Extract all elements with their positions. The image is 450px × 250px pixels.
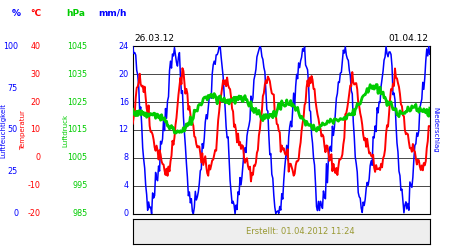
Text: 26.03.12: 26.03.12 <box>134 34 174 43</box>
Text: °C: °C <box>30 9 41 18</box>
Text: 1025: 1025 <box>68 98 88 106</box>
Text: 01.04.12: 01.04.12 <box>388 34 428 43</box>
Text: mm/h: mm/h <box>98 9 126 18</box>
Text: 50: 50 <box>8 126 18 134</box>
Text: %: % <box>11 9 20 18</box>
Text: -10: -10 <box>27 181 40 190</box>
Text: 10: 10 <box>31 126 40 134</box>
Text: Luftfeuchtigkeit: Luftfeuchtigkeit <box>0 102 6 158</box>
Text: 1005: 1005 <box>68 154 88 162</box>
Text: 1035: 1035 <box>68 70 88 79</box>
Text: Niederschlag: Niederschlag <box>432 107 439 153</box>
Text: 4: 4 <box>124 181 129 190</box>
Text: 75: 75 <box>8 84 18 92</box>
Text: 24: 24 <box>118 42 129 51</box>
Text: 20: 20 <box>118 70 129 79</box>
Text: 8: 8 <box>124 154 129 162</box>
Text: 16: 16 <box>119 98 129 106</box>
Text: 30: 30 <box>31 70 40 79</box>
Text: 12: 12 <box>118 126 129 134</box>
Text: Temperatur: Temperatur <box>20 110 27 150</box>
Text: Erstellt: 01.04.2012 11:24: Erstellt: 01.04.2012 11:24 <box>246 227 354 236</box>
Text: 25: 25 <box>8 168 18 176</box>
Text: 100: 100 <box>3 42 18 51</box>
Text: 985: 985 <box>72 209 88 218</box>
Text: hPa: hPa <box>67 9 86 18</box>
Text: 0: 0 <box>36 154 40 162</box>
Text: -20: -20 <box>27 209 40 218</box>
Text: 1045: 1045 <box>68 42 88 51</box>
Text: 995: 995 <box>72 181 88 190</box>
Text: Luftdruck: Luftdruck <box>62 114 68 146</box>
Text: 0: 0 <box>124 209 129 218</box>
Text: 0: 0 <box>13 209 18 218</box>
Text: 40: 40 <box>31 42 40 51</box>
Text: 20: 20 <box>31 98 40 106</box>
Text: 1015: 1015 <box>68 126 88 134</box>
